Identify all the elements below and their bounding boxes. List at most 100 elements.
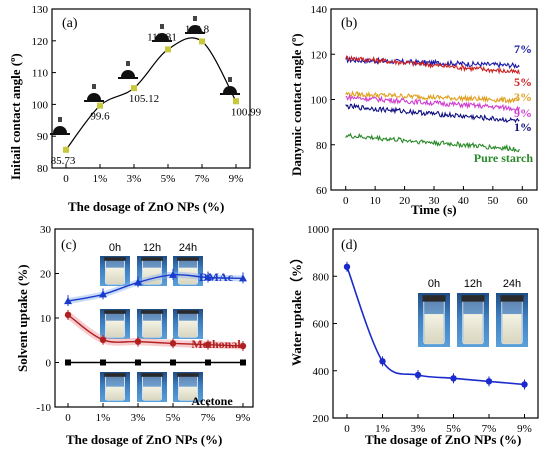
b-x-tick-label: 0: [343, 195, 349, 207]
d-y-tick-label: 400: [313, 366, 330, 378]
c-x-tick-label: 3%: [131, 412, 146, 424]
vial-cap: [422, 295, 446, 302]
droplet-icon: [50, 117, 70, 135]
c-y-tick-label: -10: [36, 402, 51, 414]
b-x-tick-label: 10: [370, 195, 382, 207]
d-y-tick-label: 200: [313, 413, 330, 425]
series-label-3: 9%: [514, 106, 532, 120]
b-x-tick-label: 40: [458, 195, 470, 207]
droplet-icon: [152, 24, 172, 42]
vial-cap: [141, 373, 163, 377]
a-y-tick-label: 120: [32, 36, 49, 48]
a-y-tick-label: 80: [37, 163, 49, 175]
data-point-a: [233, 98, 239, 105]
droplet-shape: [188, 25, 202, 32]
vial-photo: [100, 309, 130, 339]
c-x-tick-label: 9%: [236, 412, 251, 424]
d-x-tick-label: 1%: [375, 423, 390, 435]
vial-liquid: [179, 386, 197, 401]
d-y-tick-label: 800: [313, 271, 330, 283]
droplet-shape: [121, 70, 135, 77]
b-x-tick-label: 30: [429, 195, 441, 207]
d-x-tick-label: 0: [344, 423, 350, 435]
b-y-tick-label: 100: [311, 95, 328, 107]
droplet-substrate: [185, 32, 205, 34]
x-axis-title-b: Time (s): [411, 202, 457, 217]
droplet-needle: [58, 117, 62, 122]
vial-liquid: [106, 386, 124, 401]
vial-liquid: [424, 314, 444, 344]
panel-c: -10 0 10 20 30 0 1% 3% 5% 7% 9% DMAc Methonal Aceto…: [15, 224, 254, 447]
a-x-tick-label: 3%: [127, 173, 142, 185]
droplet-shape: [53, 126, 67, 133]
series-label-1: 5%: [514, 75, 532, 89]
series-label-0: 7%: [514, 42, 532, 56]
droplet-substrate: [152, 40, 172, 42]
d-y-tick-label: 1000: [307, 224, 330, 236]
droplet-substrate: [220, 93, 240, 95]
vial-liquid: [106, 267, 124, 285]
droplet-icon: [118, 61, 138, 79]
a-y-tick-label: 100: [32, 99, 49, 111]
vial-photo: [496, 293, 528, 347]
panel-label-a: (a): [62, 16, 78, 31]
droplet-icon: [220, 77, 240, 95]
c-y-tick-label: 20: [40, 269, 52, 281]
vial-cap: [500, 295, 524, 302]
droplet-needle: [228, 77, 232, 82]
c-y-tick-label: 30: [40, 224, 52, 236]
droplet-icon: [185, 16, 205, 34]
data-point-c: [65, 359, 71, 366]
y-axis-title-c: Solvent uptake (%): [15, 264, 30, 372]
plot-frame-a: [51, 8, 251, 169]
panel-label-c: (c): [61, 238, 77, 253]
b-y-tick-label: 120: [311, 49, 328, 61]
vial-photo: [100, 256, 130, 286]
data-label-a: 100.99: [231, 106, 262, 118]
series-line-5: [345, 132, 520, 153]
data-point-c: [100, 359, 106, 366]
data-point-c: [205, 359, 211, 366]
b-x-tick-label: 50: [487, 195, 499, 207]
panel-d: 200 400 600 800 1000 0 1% 3% 5% 7% 9% 0h 12h 24h (d…: [289, 224, 539, 447]
time-label-c: 24h: [179, 242, 197, 254]
vial-photo: [137, 256, 167, 286]
a-y-tick-label: 110: [32, 68, 49, 80]
droplet-needle: [92, 84, 96, 89]
c-y-tick-label: 0: [46, 358, 52, 370]
vial-liquid: [143, 320, 161, 338]
data-label-a: 99.6: [90, 111, 110, 123]
data-label-a: 105.12: [129, 93, 159, 105]
panel-label-d: (d): [341, 238, 358, 253]
series-line-2: [345, 90, 520, 105]
data-point-a: [165, 46, 171, 53]
x-axis-title-a: The dosage of ZnO NPs (%): [68, 199, 224, 214]
droplet-substrate: [118, 77, 138, 79]
data-point-a: [97, 102, 103, 109]
vial-cap: [104, 257, 126, 261]
data-point-c: [170, 359, 176, 366]
vial-cap: [177, 257, 199, 261]
droplet-needle: [126, 61, 130, 66]
c-y-tick-label: 10: [40, 313, 52, 325]
vial-cap: [104, 310, 126, 314]
c-x-tick-label: 1%: [96, 412, 111, 424]
data-point-a: [131, 85, 137, 92]
data-point-a: [63, 146, 69, 153]
y-axis-title-d: Water uptake（%）: [289, 251, 304, 366]
c-x-tick-label: 0: [65, 412, 71, 424]
series-label-5: Pure starch: [474, 151, 534, 165]
d-x-tick-label: 3%: [411, 423, 426, 435]
data-point-c: [135, 359, 141, 366]
vial-photo: [418, 293, 450, 347]
droplet-shape: [223, 86, 237, 93]
droplet-needle: [160, 24, 164, 29]
vial-cap: [141, 257, 163, 261]
a-x-tick-label: 1%: [93, 173, 108, 185]
a-x-tick-label: 9%: [229, 173, 244, 185]
vial-liquid: [143, 386, 161, 401]
panel-label-b: (b): [341, 16, 358, 31]
data-label-a: 85.73: [51, 155, 76, 167]
vial-cap: [104, 373, 126, 377]
